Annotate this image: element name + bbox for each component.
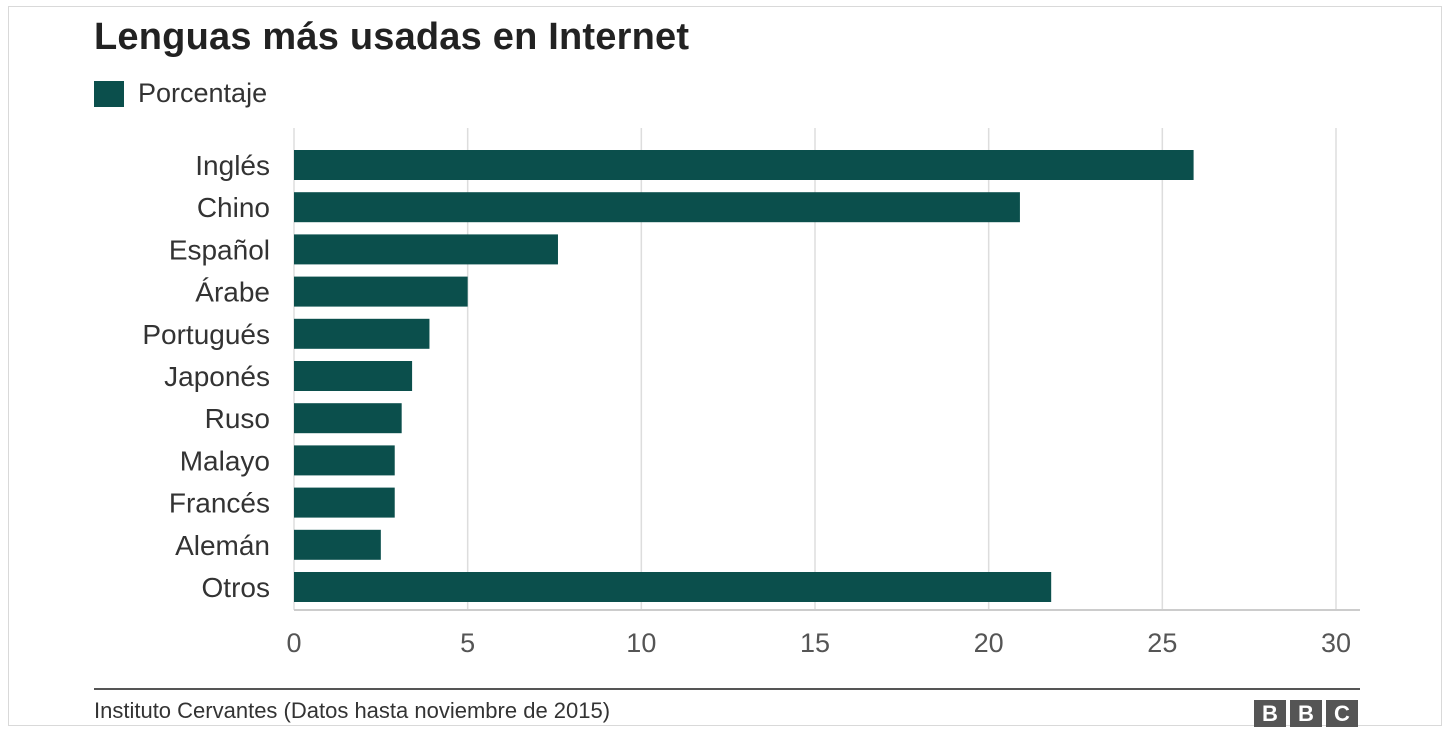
category-label: Alemán bbox=[175, 530, 270, 561]
category-label: Francés bbox=[169, 488, 270, 519]
bar bbox=[294, 318, 430, 349]
bbc-logo: B B C bbox=[1254, 700, 1358, 727]
chart-title: Lenguas más usadas en Internet bbox=[94, 16, 690, 58]
bar bbox=[294, 150, 1194, 180]
x-tick-label: 30 bbox=[1321, 628, 1351, 658]
x-tick-label: 15 bbox=[800, 628, 830, 658]
bar bbox=[294, 403, 402, 434]
legend-swatch bbox=[94, 80, 124, 107]
bar bbox=[294, 192, 1020, 223]
x-tick-label: 10 bbox=[626, 628, 656, 658]
bbc-logo-letter: B bbox=[1290, 700, 1322, 727]
bar bbox=[294, 445, 395, 476]
footer-divider bbox=[94, 688, 1360, 690]
x-tick-label: 20 bbox=[974, 628, 1004, 658]
bar bbox=[294, 361, 413, 391]
bar bbox=[294, 572, 1052, 602]
category-label: Español bbox=[169, 234, 270, 265]
category-label: Malayo bbox=[180, 445, 270, 476]
category-label: Otros bbox=[202, 572, 270, 603]
bbc-logo-letter: B bbox=[1254, 700, 1286, 727]
bar bbox=[294, 276, 468, 307]
category-label: Chino bbox=[197, 192, 270, 223]
bar bbox=[294, 234, 558, 265]
bar bbox=[294, 529, 381, 560]
category-label: Inglés bbox=[195, 150, 270, 181]
bar bbox=[294, 487, 395, 518]
source-note: Instituto Cervantes (Datos hasta noviemb… bbox=[94, 698, 611, 723]
legend: Porcentaje bbox=[94, 78, 267, 109]
x-tick-label: 5 bbox=[460, 628, 475, 658]
bbc-logo-letter: C bbox=[1326, 700, 1358, 727]
category-label: Japonés bbox=[164, 361, 270, 392]
chart-frame bbox=[8, 6, 1442, 726]
category-label: Portugués bbox=[142, 319, 270, 350]
x-tick-label: 25 bbox=[1147, 628, 1177, 658]
legend-label: Porcentaje bbox=[138, 78, 268, 108]
category-label: Árabe bbox=[195, 277, 270, 308]
category-label: Ruso bbox=[205, 403, 270, 434]
x-tick-label: 0 bbox=[286, 628, 301, 658]
